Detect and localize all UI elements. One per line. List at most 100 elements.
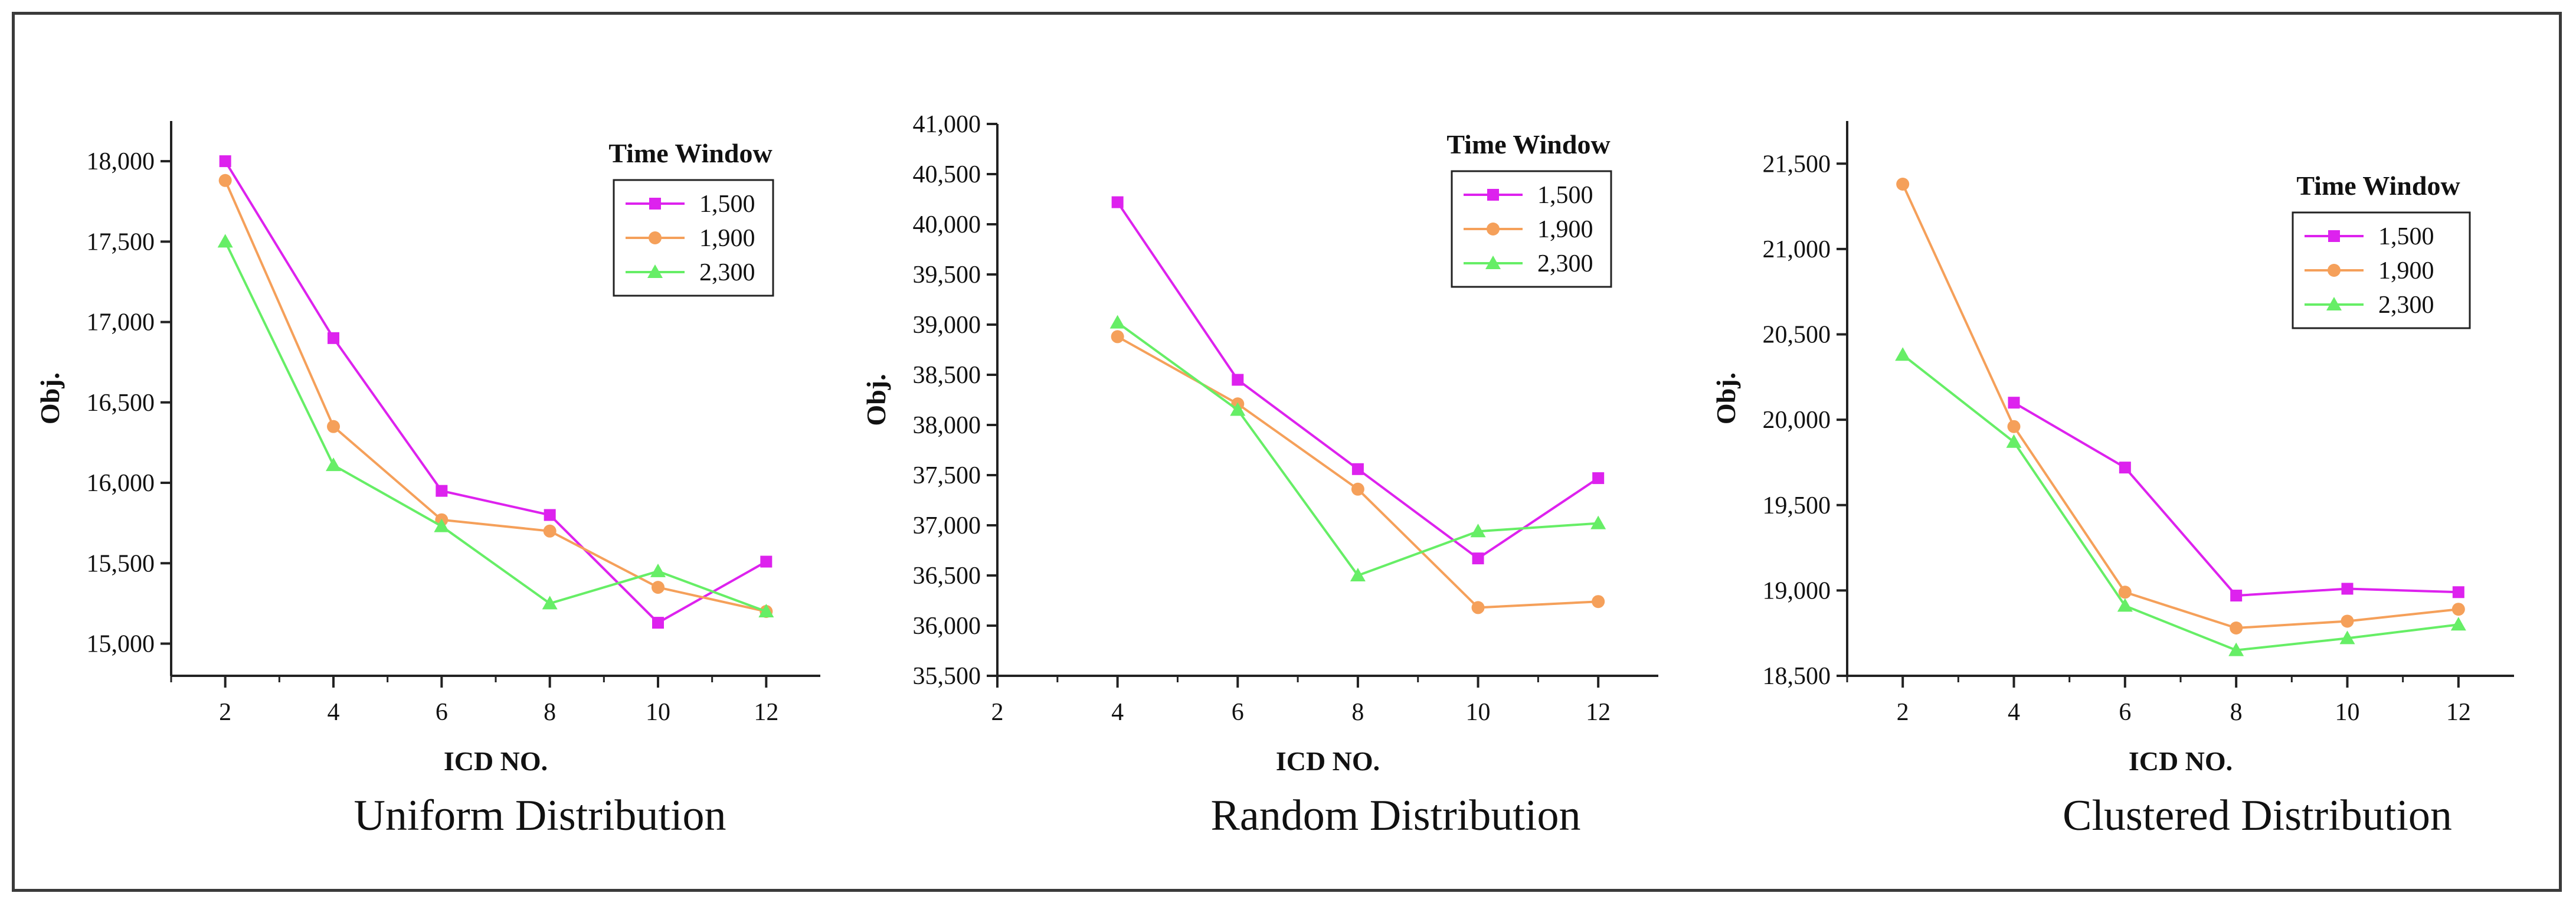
data-point <box>1895 347 1911 361</box>
data-point <box>326 457 341 472</box>
x-tick-label: 10 <box>2335 699 2360 726</box>
y-tick-label: 16,000 <box>87 470 155 497</box>
data-point <box>219 155 231 168</box>
data-point <box>2228 642 2244 656</box>
series-line-1500 <box>2013 401 2459 597</box>
data-point <box>1351 463 1364 475</box>
y-tick-label: 18,500 <box>1763 663 1831 690</box>
x-axis-label: ICD NO. <box>444 746 548 776</box>
data-point <box>2119 462 2131 474</box>
legend-marker <box>649 198 661 210</box>
data-point <box>1590 515 1606 529</box>
data-point <box>218 174 232 187</box>
data-point <box>760 555 773 568</box>
y-axis-label: Obj. <box>1711 372 1741 424</box>
y-tick-label: 37,000 <box>913 512 981 539</box>
legend-label: 2,300 <box>699 259 755 286</box>
data-point <box>1109 315 1125 329</box>
legend-label: 1,500 <box>1537 182 1593 209</box>
data-point <box>1351 482 1364 496</box>
legend-label: 1,900 <box>699 225 755 252</box>
data-point <box>1592 595 1605 609</box>
legend: Time Window 1,500 1,900 2,300 <box>608 138 774 297</box>
data-point <box>543 524 557 538</box>
series-line-2300 <box>224 241 767 613</box>
series-line-2300 <box>1117 321 1599 577</box>
chart-clustered: 18,50019,00019,50020,00020,50021,00021,5… <box>1711 121 2514 776</box>
x-tick-label: 8 <box>2230 699 2243 726</box>
data-point <box>2230 622 2243 635</box>
y-tick-label: 20,000 <box>1763 407 1831 434</box>
caption-random: Random Distribution <box>1210 791 1581 840</box>
y-tick-label: 36,000 <box>913 613 981 640</box>
data-point <box>1471 601 1485 614</box>
y-tick-label: 38,000 <box>913 412 981 439</box>
legend-label: 2,300 <box>1537 250 1593 277</box>
data-point <box>652 581 665 594</box>
caption-clustered: Clustered Distribution <box>2063 791 2452 840</box>
x-tick-label: 10 <box>1466 699 1491 726</box>
figure-frame <box>12 12 2562 892</box>
data-point <box>1111 196 1124 208</box>
y-tick-label: 19,500 <box>1763 492 1831 519</box>
y-tick-label: 40,000 <box>913 211 981 238</box>
x-axis-label: ICD NO. <box>1276 746 1380 776</box>
y-tick-label: 18,000 <box>87 148 155 175</box>
y-axis-label: Obj. <box>861 374 891 426</box>
chart-uniform: 15,000 15,500 16,000 16,500 17,000 17,500 18,0… <box>35 121 820 776</box>
x-tick-label: 12 <box>754 699 778 726</box>
legend-label: 1,900 <box>2378 257 2434 284</box>
x-tick-label: 8 <box>544 699 556 726</box>
data-point <box>758 604 774 618</box>
x-tick-label: 8 <box>1351 699 1364 726</box>
x-tick-label: 6 <box>2119 699 2131 726</box>
x-tick-label: 6 <box>436 699 448 726</box>
x-tick-label: 12 <box>1586 699 1611 726</box>
data-point <box>2450 617 2466 631</box>
data-point <box>1230 402 1246 416</box>
x-tick-label: 2 <box>991 699 1004 726</box>
series-line-1900 <box>1901 184 2459 630</box>
legend-marker <box>647 264 663 278</box>
data-point <box>2007 420 2021 433</box>
data-point <box>2451 603 2465 616</box>
data-point <box>2117 598 2133 612</box>
x-tick-label: 2 <box>219 699 231 726</box>
y-tick-label: 37,500 <box>913 462 981 489</box>
caption-uniform: Uniform Distribution <box>353 791 726 840</box>
data-point <box>1350 568 1366 581</box>
data-point <box>652 617 664 629</box>
data-point <box>1232 374 1244 386</box>
legend: Time Window 1,500 1,900 2,300 <box>2292 171 2471 329</box>
x-tick-label: 2 <box>1897 699 1909 726</box>
data-point <box>1470 524 1486 538</box>
x-tick-label: 12 <box>2446 699 2471 726</box>
data-point <box>1896 178 1910 191</box>
data-point <box>1111 330 1124 344</box>
y-tick-label: 35,500 <box>913 663 981 690</box>
y-tick-label: 15,000 <box>87 631 155 658</box>
x-tick-label: 4 <box>1111 699 1124 726</box>
legend-marker <box>2328 230 2340 242</box>
x-tick-label: 10 <box>646 699 670 726</box>
y-tick-label: 21,000 <box>1763 236 1831 263</box>
legend: Time Window 1,500 1,900 2,300 <box>1446 129 1612 288</box>
legend-label: 1,500 <box>2378 223 2434 250</box>
data-point <box>542 596 558 610</box>
legend-label: 2,300 <box>2378 292 2434 319</box>
legend-title: Time Window <box>2296 171 2460 201</box>
data-point <box>1592 472 1605 485</box>
legend-marker <box>2328 264 2341 277</box>
y-axis-label: Obj. <box>35 372 65 424</box>
legend-label: 1,900 <box>1537 216 1593 243</box>
data-point <box>2008 397 2020 409</box>
data-point <box>327 420 340 433</box>
legend-marker <box>1487 223 1500 236</box>
x-axis-label: ICD NO. <box>2129 746 2233 776</box>
data-point <box>2341 614 2354 628</box>
data-point <box>2006 434 2022 448</box>
y-tick-label: 41,000 <box>913 111 981 138</box>
series-line-1900 <box>224 180 767 613</box>
data-point <box>2339 630 2355 645</box>
